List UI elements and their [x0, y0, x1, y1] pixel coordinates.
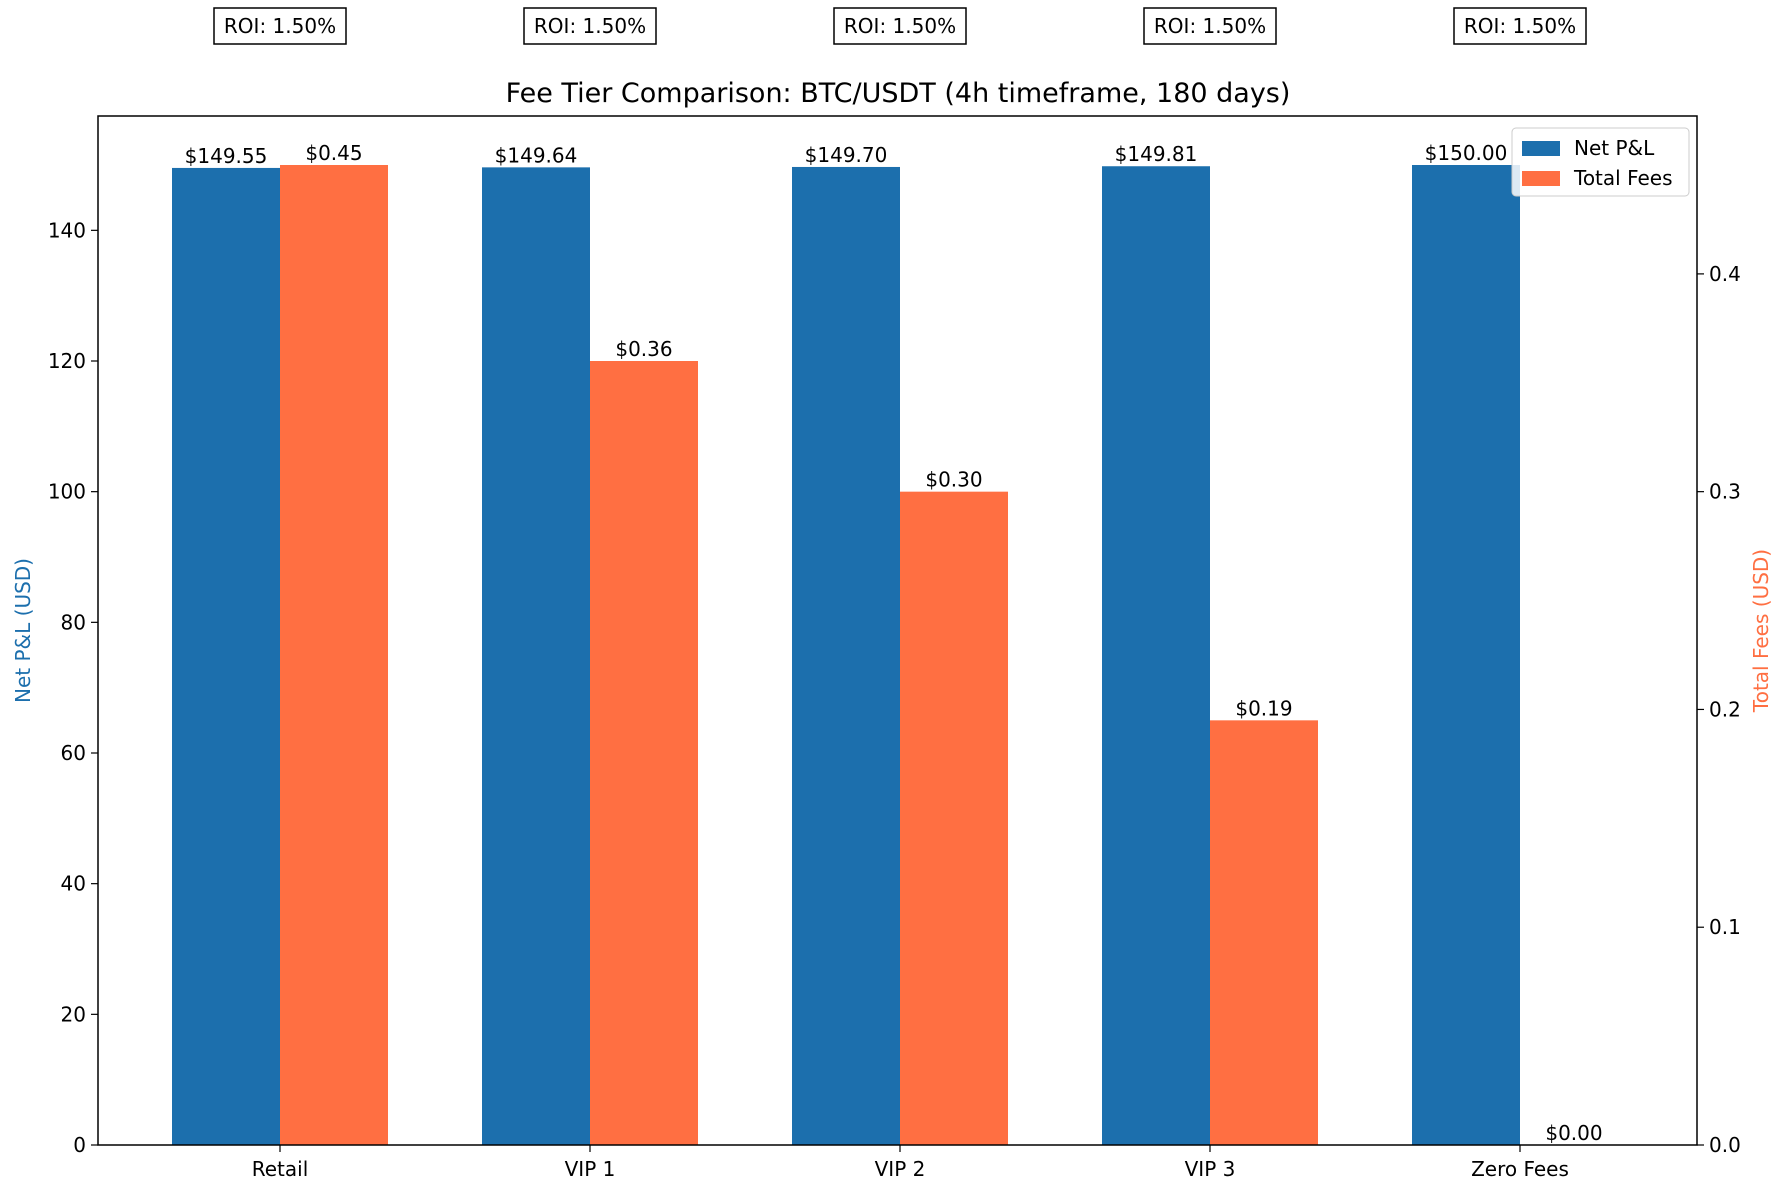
y-axis-label-left: Net P&L (USD) [11, 558, 35, 703]
bar-total-fees [590, 361, 698, 1145]
y-left-tick-label: 120 [48, 349, 86, 373]
legend-label: Total Fees [1573, 166, 1673, 190]
bar-label-net-pnl: $150.00 [1425, 141, 1508, 165]
roi-annotation: ROI: 1.50% [1154, 14, 1266, 38]
roi-annotation: ROI: 1.50% [224, 14, 336, 38]
bar-label-total-fees: $0.30 [925, 468, 982, 492]
bar-net-pnl [482, 167, 590, 1146]
x-tick-label: VIP 2 [875, 1157, 926, 1181]
bar-label-total-fees: $0.45 [305, 141, 362, 165]
x-tick-label: Retail [252, 1157, 309, 1181]
y-left-tick-label: 0 [73, 1133, 86, 1157]
y-right-tick-label: 0.1 [1709, 915, 1741, 939]
roi-annotation: ROI: 1.50% [1464, 14, 1576, 38]
bar-net-pnl [1102, 166, 1210, 1145]
bar-total-fees [900, 491, 1008, 1146]
y-axis-label-right: Total Fees (USD) [1749, 549, 1773, 713]
bar-total-fees [280, 165, 388, 1145]
bar-label-total-fees: $0.00 [1545, 1121, 1602, 1145]
x-tick-label: VIP 3 [1185, 1157, 1236, 1181]
bar-net-pnl [792, 166, 900, 1145]
y-right-tick-label: 0.0 [1709, 1133, 1741, 1157]
y-right-tick-label: 0.2 [1709, 697, 1741, 721]
bar-label-total-fees: $0.19 [1235, 696, 1292, 720]
y-left-tick-label: 140 [48, 218, 86, 242]
bar-label-net-pnl: $149.81 [1115, 142, 1198, 166]
roi-annotation: ROI: 1.50% [844, 14, 956, 38]
bar-total-fees [1210, 720, 1318, 1145]
roi-annotation-box [213, 7, 347, 45]
legend-label: Net P&L [1574, 136, 1655, 160]
roi-annotation-box [1453, 7, 1587, 45]
chart-title: Fee Tier Comparison: BTC/USDT (4h timefr… [506, 78, 1291, 109]
y-left-tick-label: 20 [61, 1002, 86, 1026]
y-left-tick-label: 40 [61, 872, 86, 896]
y-left-tick-label: 60 [61, 741, 86, 765]
roi-annotation: ROI: 1.50% [534, 14, 646, 38]
bar-net-pnl [1412, 165, 1520, 1145]
bar-label-net-pnl: $149.55 [185, 144, 268, 168]
y-right-tick-label: 0.3 [1709, 480, 1741, 504]
y-left-tick-label: 100 [48, 480, 86, 504]
roi-annotation-box [1143, 7, 1277, 45]
plot-frame [97, 115, 1698, 1146]
bar-label-total-fees: $0.36 [615, 337, 672, 361]
legend-swatch [1522, 171, 1560, 186]
bar-label-net-pnl: $149.64 [495, 143, 578, 167]
roi-annotation-box [833, 7, 967, 45]
roi-annotation-box [523, 7, 657, 45]
x-tick-label: Zero Fees [1471, 1157, 1569, 1181]
x-tick-label: VIP 1 [565, 1157, 616, 1181]
bar-label-net-pnl: $149.70 [805, 143, 888, 167]
y-right-tick-label: 0.4 [1709, 262, 1741, 286]
legend-swatch [1522, 141, 1560, 156]
bar-net-pnl [172, 167, 280, 1145]
y-left-tick-label: 80 [61, 610, 86, 634]
